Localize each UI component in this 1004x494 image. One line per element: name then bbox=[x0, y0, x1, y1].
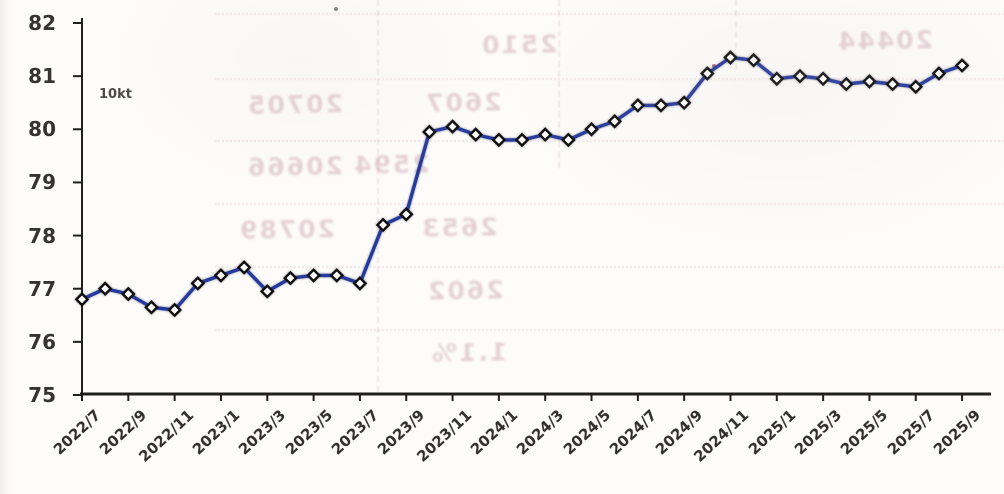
data-point-marker bbox=[792, 68, 808, 84]
y-axis-tick-label: 79 bbox=[28, 170, 56, 195]
data-point-marker bbox=[954, 58, 970, 73]
y-axis-tick-label: 75 bbox=[28, 383, 56, 407]
data-point-marker bbox=[259, 284, 275, 299]
data-line bbox=[80, 55, 964, 312]
data-point-marker bbox=[283, 270, 298, 286]
data-point-marker bbox=[746, 52, 761, 68]
data-point-marker bbox=[862, 74, 877, 89]
scan-speck bbox=[334, 7, 338, 11]
y-axis-tick-label: 78 bbox=[28, 223, 56, 248]
data-point-marker bbox=[329, 268, 345, 283]
data-point-marker bbox=[375, 217, 391, 233]
y-axis-tick-label: 77 bbox=[28, 276, 56, 301]
data-point-marker bbox=[908, 79, 924, 95]
data-point-marker bbox=[537, 127, 553, 142]
data-point-marker bbox=[815, 71, 831, 87]
data-point-marker bbox=[885, 76, 900, 92]
y-axis-tick-label: 82 bbox=[28, 11, 56, 35]
data-point-marker bbox=[723, 50, 738, 65]
data-point-marker bbox=[607, 114, 622, 129]
data-point-marker bbox=[491, 132, 507, 148]
data-point-marker bbox=[352, 276, 368, 291]
data-point-marker bbox=[398, 207, 414, 222]
scan-speck bbox=[712, 64, 716, 68]
data-point-marker bbox=[584, 121, 599, 137]
data-series-group bbox=[74, 50, 970, 318]
data-point-marker bbox=[167, 302, 182, 318]
data-point-marker bbox=[700, 66, 715, 81]
y-axis-tick-label: 80 bbox=[28, 117, 56, 142]
data-point-marker bbox=[213, 268, 229, 283]
data-point-marker bbox=[121, 286, 136, 302]
data-point-marker bbox=[769, 71, 785, 87]
data-point-marker bbox=[97, 281, 113, 297]
data-point-marker bbox=[306, 268, 321, 283]
data-point-marker bbox=[931, 66, 947, 81]
data-point-marker bbox=[422, 124, 437, 140]
data-point-marker bbox=[190, 276, 206, 291]
y-axis-tick-label: 76 bbox=[28, 329, 56, 354]
data-point-marker bbox=[514, 132, 530, 148]
y-axis-tick-label: 81 bbox=[28, 64, 56, 89]
data-point-marker bbox=[468, 127, 484, 142]
data-point-marker bbox=[74, 292, 90, 307]
data-point-marker bbox=[653, 98, 669, 113]
data-point-marker bbox=[838, 76, 854, 92]
data-point-marker bbox=[445, 119, 460, 134]
data-point-marker bbox=[630, 98, 646, 113]
unit-label: 10kt bbox=[99, 87, 132, 102]
data-point-marker bbox=[676, 95, 692, 111]
data-point-marker bbox=[236, 260, 252, 275]
data-point-marker bbox=[144, 300, 159, 315]
data-point-marker bbox=[561, 132, 576, 148]
